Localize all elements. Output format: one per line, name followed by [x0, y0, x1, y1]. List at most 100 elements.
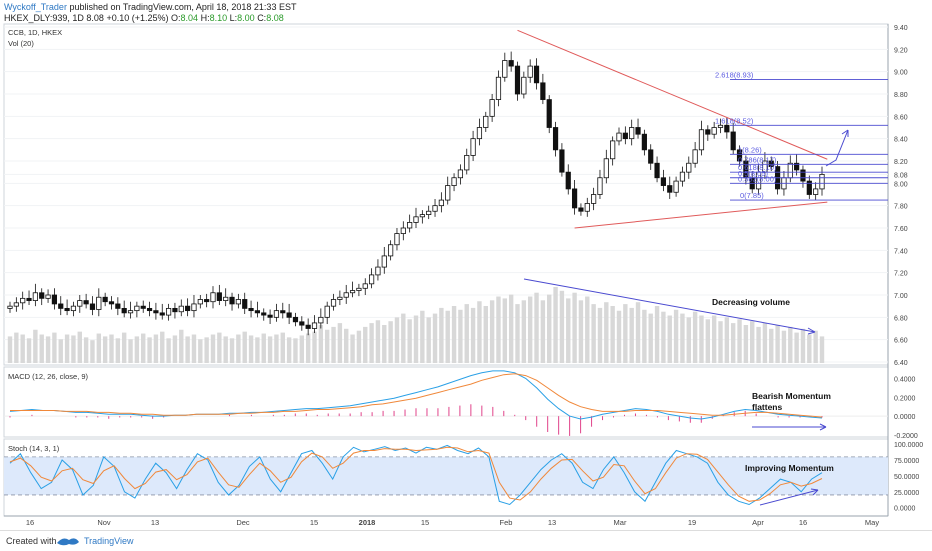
candle-down [736, 149, 743, 162]
macd-tick: -0.2000 [894, 433, 918, 440]
stoch-tick: 0.0000 [894, 506, 916, 513]
author-link[interactable]: Wyckoff_Trader [4, 2, 67, 12]
volume-bar [7, 336, 13, 363]
volume-bar [489, 300, 495, 363]
volume-bar [344, 328, 349, 363]
candle-down [654, 162, 660, 179]
candle-down [83, 300, 89, 305]
volume-bar [350, 334, 355, 363]
price-chart[interactable]: 2.618(8.93) 1.618(8.52) 1(8.26)0.786(8.17)… [0, 0, 932, 528]
candle-down [552, 127, 559, 151]
candle-up [711, 127, 717, 135]
macd-signal-line [10, 373, 823, 418]
volume-bar [134, 336, 140, 363]
candle-down [172, 307, 178, 313]
volume-bar [382, 325, 387, 363]
candle-up [451, 177, 457, 186]
volume-bar [502, 298, 508, 363]
time-axis-label: Feb [500, 518, 513, 527]
volume-bar [166, 338, 171, 363]
volume-bar [667, 315, 672, 363]
candle-up [235, 299, 241, 305]
candle-down [540, 82, 546, 100]
volume-bar [280, 332, 285, 363]
candle-up [483, 115, 489, 128]
candle-down [280, 310, 286, 314]
volume-bar [172, 335, 178, 363]
candle-down [571, 188, 578, 209]
volume-bar [77, 331, 82, 363]
volume-bar [210, 334, 216, 363]
volume-bar [286, 337, 292, 363]
candle-up [381, 255, 387, 268]
fib-level-label: 0.618(8.10) [738, 163, 777, 172]
volume-bar [293, 338, 298, 363]
candle-up [610, 140, 616, 160]
tradingview-brand[interactable]: TradingView [84, 536, 134, 546]
candle-down [705, 129, 711, 135]
volume-bar [96, 333, 102, 363]
candle-down [533, 65, 540, 84]
fib-level-label: 2.618(8.93) [715, 70, 754, 79]
volume-bar [547, 294, 552, 363]
volume-bar [445, 310, 450, 363]
candle-down [39, 292, 45, 299]
close-label: C: [257, 13, 267, 23]
volume-bar [629, 307, 634, 363]
price-change: +0.10 (+1.25%) [106, 13, 169, 23]
candle-up [584, 203, 590, 212]
annotation-decreasing-volume: Decreasing volume [712, 297, 790, 307]
volume-bar [102, 336, 108, 363]
main-price-tick: 6.60 [894, 338, 908, 345]
time-axis-label: 15 [310, 518, 318, 527]
volume-bar [401, 313, 406, 363]
volume-bar [83, 337, 89, 363]
candle-up [679, 171, 686, 182]
high-label: H: [200, 13, 210, 23]
main-price-tick: 8.00 [894, 181, 908, 188]
volume-bar [147, 337, 152, 363]
stoch-improving-arrow [759, 489, 819, 506]
candle-down [51, 294, 58, 305]
volume-bar [369, 323, 374, 363]
volume-bar [794, 332, 799, 363]
candle-up [7, 305, 13, 309]
main-price-tick: 9.20 [894, 47, 908, 54]
fib-level-label: 1.618(8.52) [715, 116, 754, 125]
candle-up [191, 303, 197, 312]
stoch-tick: 50.0000 [894, 474, 919, 481]
candle-up [20, 297, 26, 304]
candle-up [318, 316, 324, 324]
candle-down [514, 65, 521, 95]
candle-down [648, 149, 654, 164]
macd-tick: 0.0000 [894, 414, 916, 421]
time-axis-label: 13 [548, 518, 556, 527]
volume-bar [363, 326, 368, 363]
volume-bar [191, 334, 197, 363]
volume-bar [515, 304, 520, 363]
volume-bar [274, 334, 279, 363]
volume-bar [534, 292, 539, 363]
volume-bar [743, 325, 749, 363]
stoch-improving-arrowhead [810, 488, 819, 496]
candle-up [692, 149, 698, 164]
annotation-bearish-momentum: Bearish Momentum [752, 391, 831, 401]
candle-up [210, 292, 216, 303]
macd-flat-arrowhead [819, 423, 827, 431]
macd-tick: 0.4000 [894, 376, 916, 383]
volume-bar [198, 339, 203, 363]
volume-bar [610, 306, 615, 363]
volume-bar [52, 332, 57, 363]
candle-down [546, 99, 552, 128]
footer: Created with TradingView [0, 530, 932, 551]
main-price-tick: 6.80 [894, 315, 908, 322]
candle-down [153, 310, 159, 314]
candle-up [432, 205, 438, 212]
candle-up [717, 124, 724, 128]
candle-down [261, 312, 267, 316]
low-label: L: [229, 13, 238, 23]
candle-up [134, 305, 140, 312]
volume-bar [623, 304, 628, 363]
volume-bar [248, 335, 254, 363]
volume-bar [413, 315, 419, 363]
